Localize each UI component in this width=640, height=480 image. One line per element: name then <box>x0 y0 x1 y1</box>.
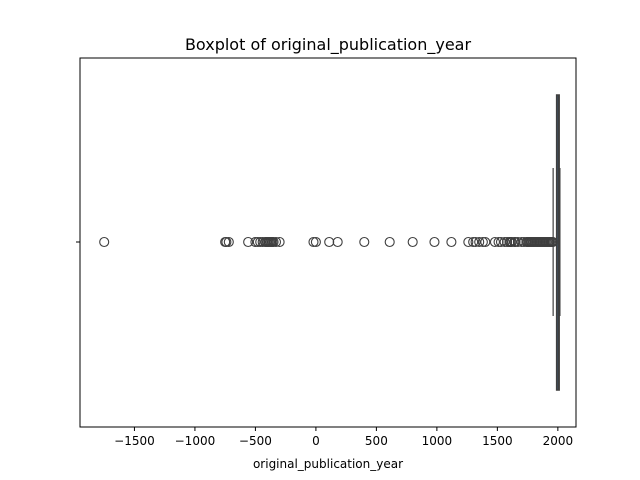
outlier-point <box>463 236 474 248</box>
x-tick-label: 500 <box>365 434 388 448</box>
outlier-point <box>270 236 282 248</box>
x-tick-label: 0 <box>312 434 320 448</box>
outlier-point <box>274 236 285 248</box>
outlier-point <box>446 236 457 248</box>
outlier-point <box>223 236 234 248</box>
x-tick-label: 1000 <box>422 434 453 448</box>
outlier-point <box>547 236 558 248</box>
outlier-point <box>310 236 321 248</box>
outlier-point <box>480 236 491 248</box>
outlier-point <box>359 236 370 248</box>
chart-title: Boxplot of original_publication_year <box>185 35 472 55</box>
outlier-point <box>429 236 440 248</box>
outlier-point <box>474 236 485 248</box>
x-tick-label: −500 <box>239 434 272 448</box>
x-tick-label: 1500 <box>482 434 513 448</box>
outlier-point <box>470 236 481 248</box>
plot-area <box>99 94 561 391</box>
outlier-point <box>384 236 395 248</box>
outlier-point <box>99 236 110 248</box>
x-axis-ticks: −1500 −1000 −500 0 500 1000 1500 2000 <box>114 427 573 448</box>
outlier-point <box>499 236 510 248</box>
outlier-point <box>468 236 479 248</box>
x-tick-label: −1000 <box>175 434 216 448</box>
outlier-point <box>407 236 418 248</box>
outlier-point <box>243 236 254 248</box>
outlier-point <box>324 236 335 248</box>
outlier-point <box>268 236 279 248</box>
outlier-point <box>489 236 500 248</box>
x-axis-label: original_publication_year <box>253 457 403 471</box>
outlier-point <box>506 236 517 248</box>
outlier-point <box>221 236 232 248</box>
outlier-point <box>477 236 488 248</box>
outlier-point <box>308 236 319 248</box>
plot-frame <box>79 57 577 428</box>
x-tick-label: −1500 <box>114 434 155 448</box>
x-tick-label: 2000 <box>543 434 574 448</box>
outlier-point <box>250 236 261 248</box>
outlier-point <box>332 236 343 248</box>
